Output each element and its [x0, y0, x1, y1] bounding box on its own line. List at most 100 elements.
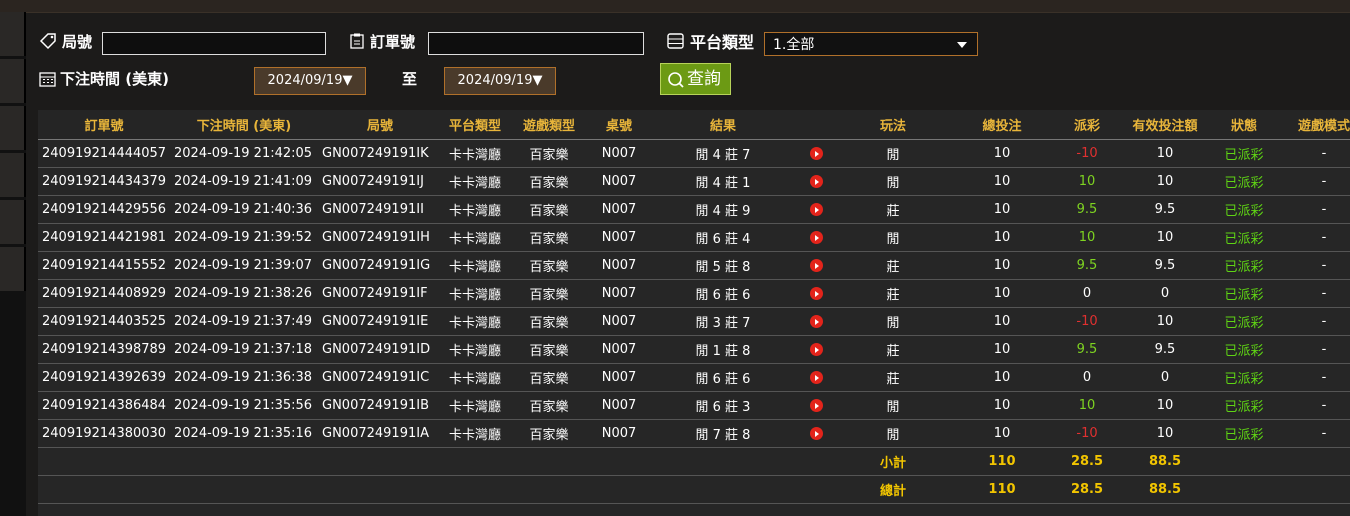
cell: 9.5 — [1122, 251, 1208, 280]
cell: 閒 7 莊 8 — [648, 419, 798, 448]
video-icon[interactable] — [809, 259, 823, 272]
search-button[interactable]: 查詢 — [660, 63, 731, 95]
table-row: 240919214429556 2024-09-19 21:40:36 GN0072… — [38, 195, 1350, 224]
video-cell — [798, 335, 834, 364]
cell: 240919214421981 — [38, 223, 170, 252]
video-icon[interactable] — [809, 315, 823, 328]
time-label: 下注時間 (美東) — [60, 70, 169, 88]
video-cell — [798, 167, 834, 196]
cell: 10 — [952, 195, 1052, 224]
cell: 百家樂 — [508, 363, 590, 392]
cell: 2024-09-19 21:38:26 — [170, 279, 318, 308]
cell: N007 — [590, 195, 648, 224]
platform-select[interactable]: 1.全部 — [764, 32, 978, 56]
cell: 閒 6 莊 6 — [648, 363, 798, 392]
video-icon[interactable] — [809, 203, 823, 216]
cell: 0 — [1122, 279, 1208, 308]
cell: 卡卡灣廳 — [442, 363, 508, 392]
cell: 百家樂 — [508, 251, 590, 280]
cell: GN007249191IF — [318, 279, 442, 308]
cell: - — [1280, 279, 1350, 308]
cell: N007 — [590, 391, 648, 420]
video-icon[interactable] — [809, 399, 823, 412]
subtotal-total-bet: 110 — [952, 447, 1052, 476]
cell: - — [1280, 335, 1350, 364]
cell: 閒 6 莊 3 — [648, 391, 798, 420]
video-icon[interactable] — [809, 371, 823, 384]
cell: 已派彩 — [1208, 139, 1280, 168]
cell: 卡卡灣廳 — [442, 279, 508, 308]
column-header: 下注時間 (美東) — [170, 110, 318, 140]
cell: 10 — [952, 391, 1052, 420]
cell: GN007249191IB — [318, 391, 442, 420]
cell: 莊 — [834, 251, 952, 280]
search-icon — [668, 72, 684, 88]
cell: 閒 — [834, 167, 952, 196]
column-header: 遊戲模式 — [1280, 110, 1350, 140]
video-icon[interactable] — [809, 343, 823, 356]
order-input[interactable] — [428, 32, 644, 55]
cell: 2024-09-19 21:41:09 — [170, 167, 318, 196]
video-icon[interactable] — [809, 147, 823, 160]
date-to[interactable]: 2024/09/19▼ — [444, 67, 556, 95]
order-label: 訂單號 — [370, 33, 416, 51]
cell: 240919214403525 — [38, 307, 170, 336]
table-row: 240919214434379 2024-09-19 21:41:09 GN0072… — [38, 167, 1350, 196]
video-icon[interactable] — [809, 427, 823, 440]
spacer — [38, 447, 834, 476]
cell: 閒 — [834, 223, 952, 252]
video-icon[interactable] — [809, 231, 823, 244]
total-label: 總計 — [834, 475, 952, 504]
total-valid-bet: 88.5 — [1122, 475, 1208, 504]
cell: 卡卡灣廳 — [442, 419, 508, 448]
cell: 240919214429556 — [38, 195, 170, 224]
cell: GN007249191IK — [318, 139, 442, 168]
video-icon[interactable] — [809, 175, 823, 188]
cell: - — [1280, 223, 1350, 252]
column-header: 訂單號 — [38, 110, 170, 140]
round-input[interactable] — [102, 32, 326, 55]
cell: 10 — [952, 251, 1052, 280]
cell: 閒 5 莊 8 — [648, 251, 798, 280]
cell: N007 — [590, 167, 648, 196]
cell: 240919214434379 — [38, 167, 170, 196]
table-wrap: 訂單號 下注時間 (美東) 局號 平台類型 遊戲類型 桌號 結果 玩法 總投注 派彩 有效投注額 狀態… — [38, 110, 1350, 516]
cell: 已派彩 — [1208, 391, 1280, 420]
date-from[interactable]: 2024/09/19▼ — [254, 67, 366, 95]
cell: GN007249191ID — [318, 335, 442, 364]
subtotal-label: 小計 — [834, 447, 952, 476]
total-row: 總計 110 28.5 88.5 — [38, 475, 1350, 504]
subtotal-valid-bet: 88.5 — [1122, 447, 1208, 476]
cell: N007 — [590, 363, 648, 392]
cell: 已派彩 — [1208, 363, 1280, 392]
cell: - — [1280, 391, 1350, 420]
cell: 閒 — [834, 419, 952, 448]
cell: 閒 — [834, 139, 952, 168]
cell: 卡卡灣廳 — [442, 139, 508, 168]
cell: 10 — [1122, 419, 1208, 448]
cell: 240919214392639 — [38, 363, 170, 392]
column-header: 結果 — [648, 110, 798, 140]
cell: 9.5 — [1122, 195, 1208, 224]
cell: 已派彩 — [1208, 279, 1280, 308]
cell: 已派彩 — [1208, 167, 1280, 196]
column-header: 桌號 — [590, 110, 648, 140]
video-cell — [798, 139, 834, 168]
cell: 10 — [952, 167, 1052, 196]
cell: 卡卡灣廳 — [442, 391, 508, 420]
column-header: 派彩 — [1052, 110, 1122, 140]
column-header: 平台類型 — [442, 110, 508, 140]
video-icon[interactable] — [809, 287, 823, 300]
cell: 10 — [1122, 167, 1208, 196]
cell: 2024-09-19 21:35:56 — [170, 391, 318, 420]
video-cell — [798, 391, 834, 420]
cell: 閒 3 莊 7 — [648, 307, 798, 336]
cell: 百家樂 — [508, 307, 590, 336]
cell: 已派彩 — [1208, 251, 1280, 280]
cell: - — [1280, 363, 1350, 392]
table-row: 240919214392639 2024-09-19 21:36:38 GN0072… — [38, 363, 1350, 392]
cell: 卡卡灣廳 — [442, 251, 508, 280]
subtotal-row: 小計 110 28.5 88.5 — [38, 447, 1350, 476]
table-row: 240919214398789 2024-09-19 21:37:18 GN0072… — [38, 335, 1350, 364]
